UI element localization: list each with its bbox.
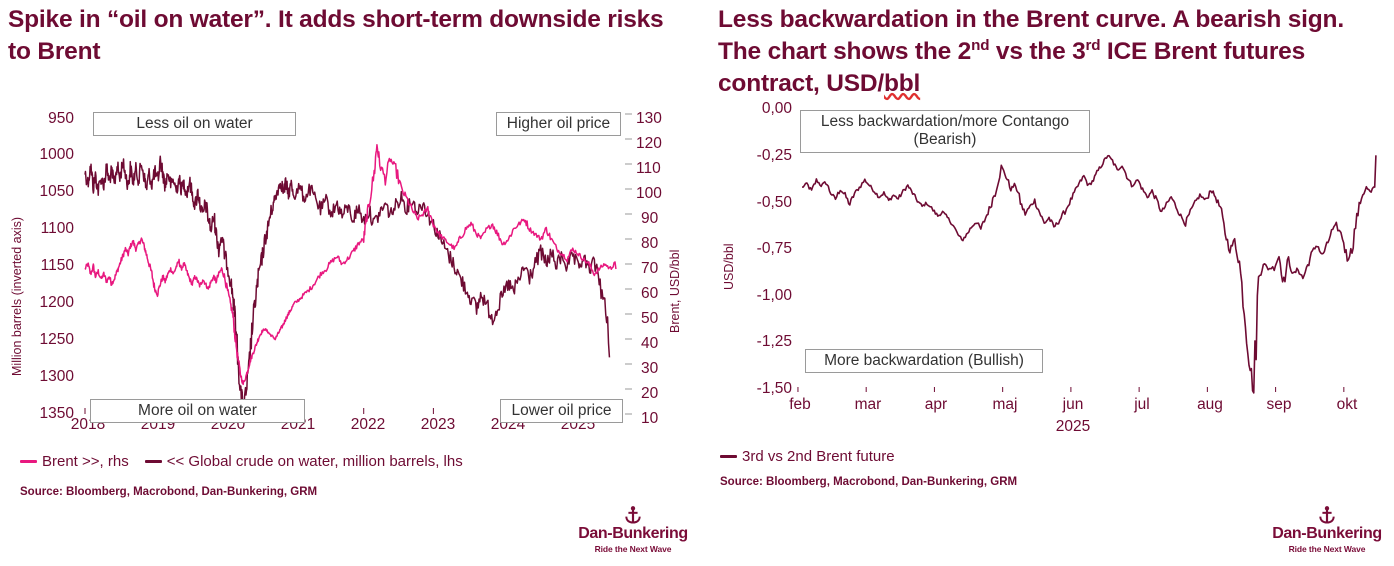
dan-bunkering-logo-right: Dan-Bunkering Ride the Next Wave	[1272, 505, 1382, 554]
left-chart-y2tick-60: 60	[641, 285, 659, 302]
left-chart-source: Source: Bloomberg, Macrobond, Dan-Bunker…	[20, 486, 318, 498]
legend-label-brent-spread: 3rd vs 2nd Brent future	[742, 448, 895, 465]
legend-swatch-global-crude	[144, 459, 162, 464]
left-chart-y2tick-130: 130	[636, 110, 662, 127]
legend-swatch-brent-spread	[720, 454, 737, 459]
left-chart-y2tick-110: 110	[636, 160, 661, 177]
right-title-part1: Less backwardation in the Brent curve. A…	[718, 6, 1344, 65]
left-chart-svg	[84, 113, 632, 415]
right-chart-xaxis-year: 2025	[1055, 418, 1091, 435]
left-chart-ytick-1250: 1250	[39, 331, 74, 348]
callout-more-backwardation-bullish: More backwardation (Bullish)	[805, 349, 1043, 374]
left-chart-ytick-1050: 1050	[39, 183, 74, 200]
left-chart-y2tick-100: 100	[636, 185, 662, 202]
legend-label-global-crude: << Global crude on water, million barrel…	[166, 453, 463, 470]
logo-name-left: Dan-Bunkering	[578, 525, 688, 542]
left-chart-y2tick-10: 10	[641, 410, 659, 427]
left-chart-ytick-1100: 1100	[40, 220, 74, 237]
right-chart-svg	[797, 154, 1377, 394]
logo-name-right: Dan-Bunkering	[1272, 525, 1382, 542]
legend-label-brent: Brent >>, rhs	[42, 453, 129, 470]
left-chart-legend: Brent >>, rhs << Global crude on water, …	[20, 453, 463, 470]
legend-item-brent-spread: 3rd vs 2nd Brent future	[720, 448, 895, 465]
left-chart-plot-area	[84, 113, 632, 415]
callout-line-2: (Bearish)	[913, 131, 977, 149]
left-chart-panel: Spike in “oil on water”. It adds short-t…	[8, 6, 688, 554]
right-chart-panel: Less backwardation in the Brent curve. A…	[700, 0, 1394, 566]
right-chart-ytick-m075: -0,75	[756, 240, 792, 257]
left-chart-y2tick-40: 40	[641, 335, 659, 352]
left-chart-y2tick-70: 70	[641, 260, 659, 277]
left-chart-ytick-1350: 1350	[39, 405, 74, 422]
right-title-sup-nd: nd	[971, 36, 990, 54]
right-chart-xtick-sep: sep	[1266, 396, 1292, 413]
left-chart-ytick-950: 950	[48, 110, 74, 127]
left-chart-title: Spike in “oil on water”. It adds short-t…	[8, 6, 664, 65]
right-chart-ytick-m100: -1,00	[756, 287, 792, 304]
right-chart-title: Less backwardation in the Brent curve. A…	[718, 4, 1378, 100]
right-chart-xtick-aug: aug	[1197, 396, 1223, 413]
legend-swatch-brent	[20, 459, 37, 464]
right-chart-legend: 3rd vs 2nd Brent future	[720, 448, 895, 465]
right-chart-xtick-mar: mar	[854, 396, 882, 413]
left-chart-y2tick-120: 120	[636, 135, 662, 152]
callout-higher-oil-price: Higher oil price	[496, 112, 621, 137]
callout-less-oil-on-water: Less oil on water	[93, 112, 296, 137]
left-chart-right-ticks	[625, 113, 632, 415]
right-chart-ytick-m150: -1,50	[756, 380, 792, 397]
legend-item-global-crude: << Global crude on water, million barrel…	[144, 453, 463, 470]
anchor-icon	[1319, 506, 1335, 524]
right-chart-ytick-m025: -0,25	[756, 147, 792, 164]
left-chart-ytick-1300: 1300	[39, 368, 74, 385]
right-title-spellcheck-word: bbl	[884, 69, 921, 97]
right-title-part2: vs the 3	[989, 37, 1086, 65]
left-chart-y2tick-30: 30	[641, 360, 659, 377]
right-chart-xtick-apr: apr	[924, 396, 948, 413]
left-chart-xtick-2023: 2023	[420, 416, 456, 433]
right-chart-xtick-jun: jun	[1062, 396, 1084, 413]
left-chart-y2tick-90: 90	[641, 210, 659, 227]
right-chart-plot-area	[797, 108, 1380, 394]
logo-tagline-right: Ride the Next Wave	[1288, 544, 1366, 554]
right-chart-ytick-m050: -0,50	[756, 194, 792, 211]
left-chart-ytick-1200: 1200	[39, 294, 74, 311]
callout-less-backwardation-contango: Less backwardation/more Contango (Bearis…	[800, 110, 1090, 153]
legend-item-brent: Brent >>, rhs	[20, 453, 129, 470]
series-global-crude-on-water	[84, 155, 611, 415]
left-chart-ytick-1150: 1150	[40, 257, 74, 274]
left-chart-xtick-2022: 2022	[350, 416, 386, 433]
anchor-icon	[625, 506, 641, 524]
left-chart-y2tick-80: 80	[641, 235, 659, 252]
callout-lower-oil-price: Lower oil price	[500, 399, 623, 424]
callout-line-1: Less backwardation/more Contango	[820, 113, 1070, 130]
right-chart-ytick-m125: -1,25	[756, 333, 792, 350]
series-3rd-vs-2nd-brent	[802, 154, 1377, 394]
right-chart-source: Source: Bloomberg, Macrobond, Dan-Bunker…	[720, 476, 1018, 488]
right-title-sup-rd: rd	[1085, 36, 1101, 54]
left-chart-ytick-1000: 1000	[39, 146, 74, 163]
right-chart-xtick-maj: maj	[992, 396, 1018, 413]
logo-tagline-left: Ride the Next Wave	[594, 544, 672, 554]
left-chart-y2tick-50: 50	[641, 310, 659, 327]
right-chart-xtick-feb: feb	[789, 396, 811, 413]
right-chart-ytick-0: 0,00	[761, 100, 792, 117]
right-chart-xtick-jul: jul	[1134, 396, 1150, 413]
left-chart-y2tick-20: 20	[641, 385, 659, 402]
right-title-part3: ICE Brent futures contract, USD/	[718, 37, 1306, 97]
right-chart-xtick-okt: okt	[1336, 396, 1358, 413]
series-brent	[84, 144, 617, 386]
callout-more-oil-on-water: More oil on water	[90, 399, 305, 424]
dan-bunkering-logo-left: Dan-Bunkering Ride the Next Wave	[578, 505, 688, 554]
right-chart-xticks	[797, 387, 1345, 392]
